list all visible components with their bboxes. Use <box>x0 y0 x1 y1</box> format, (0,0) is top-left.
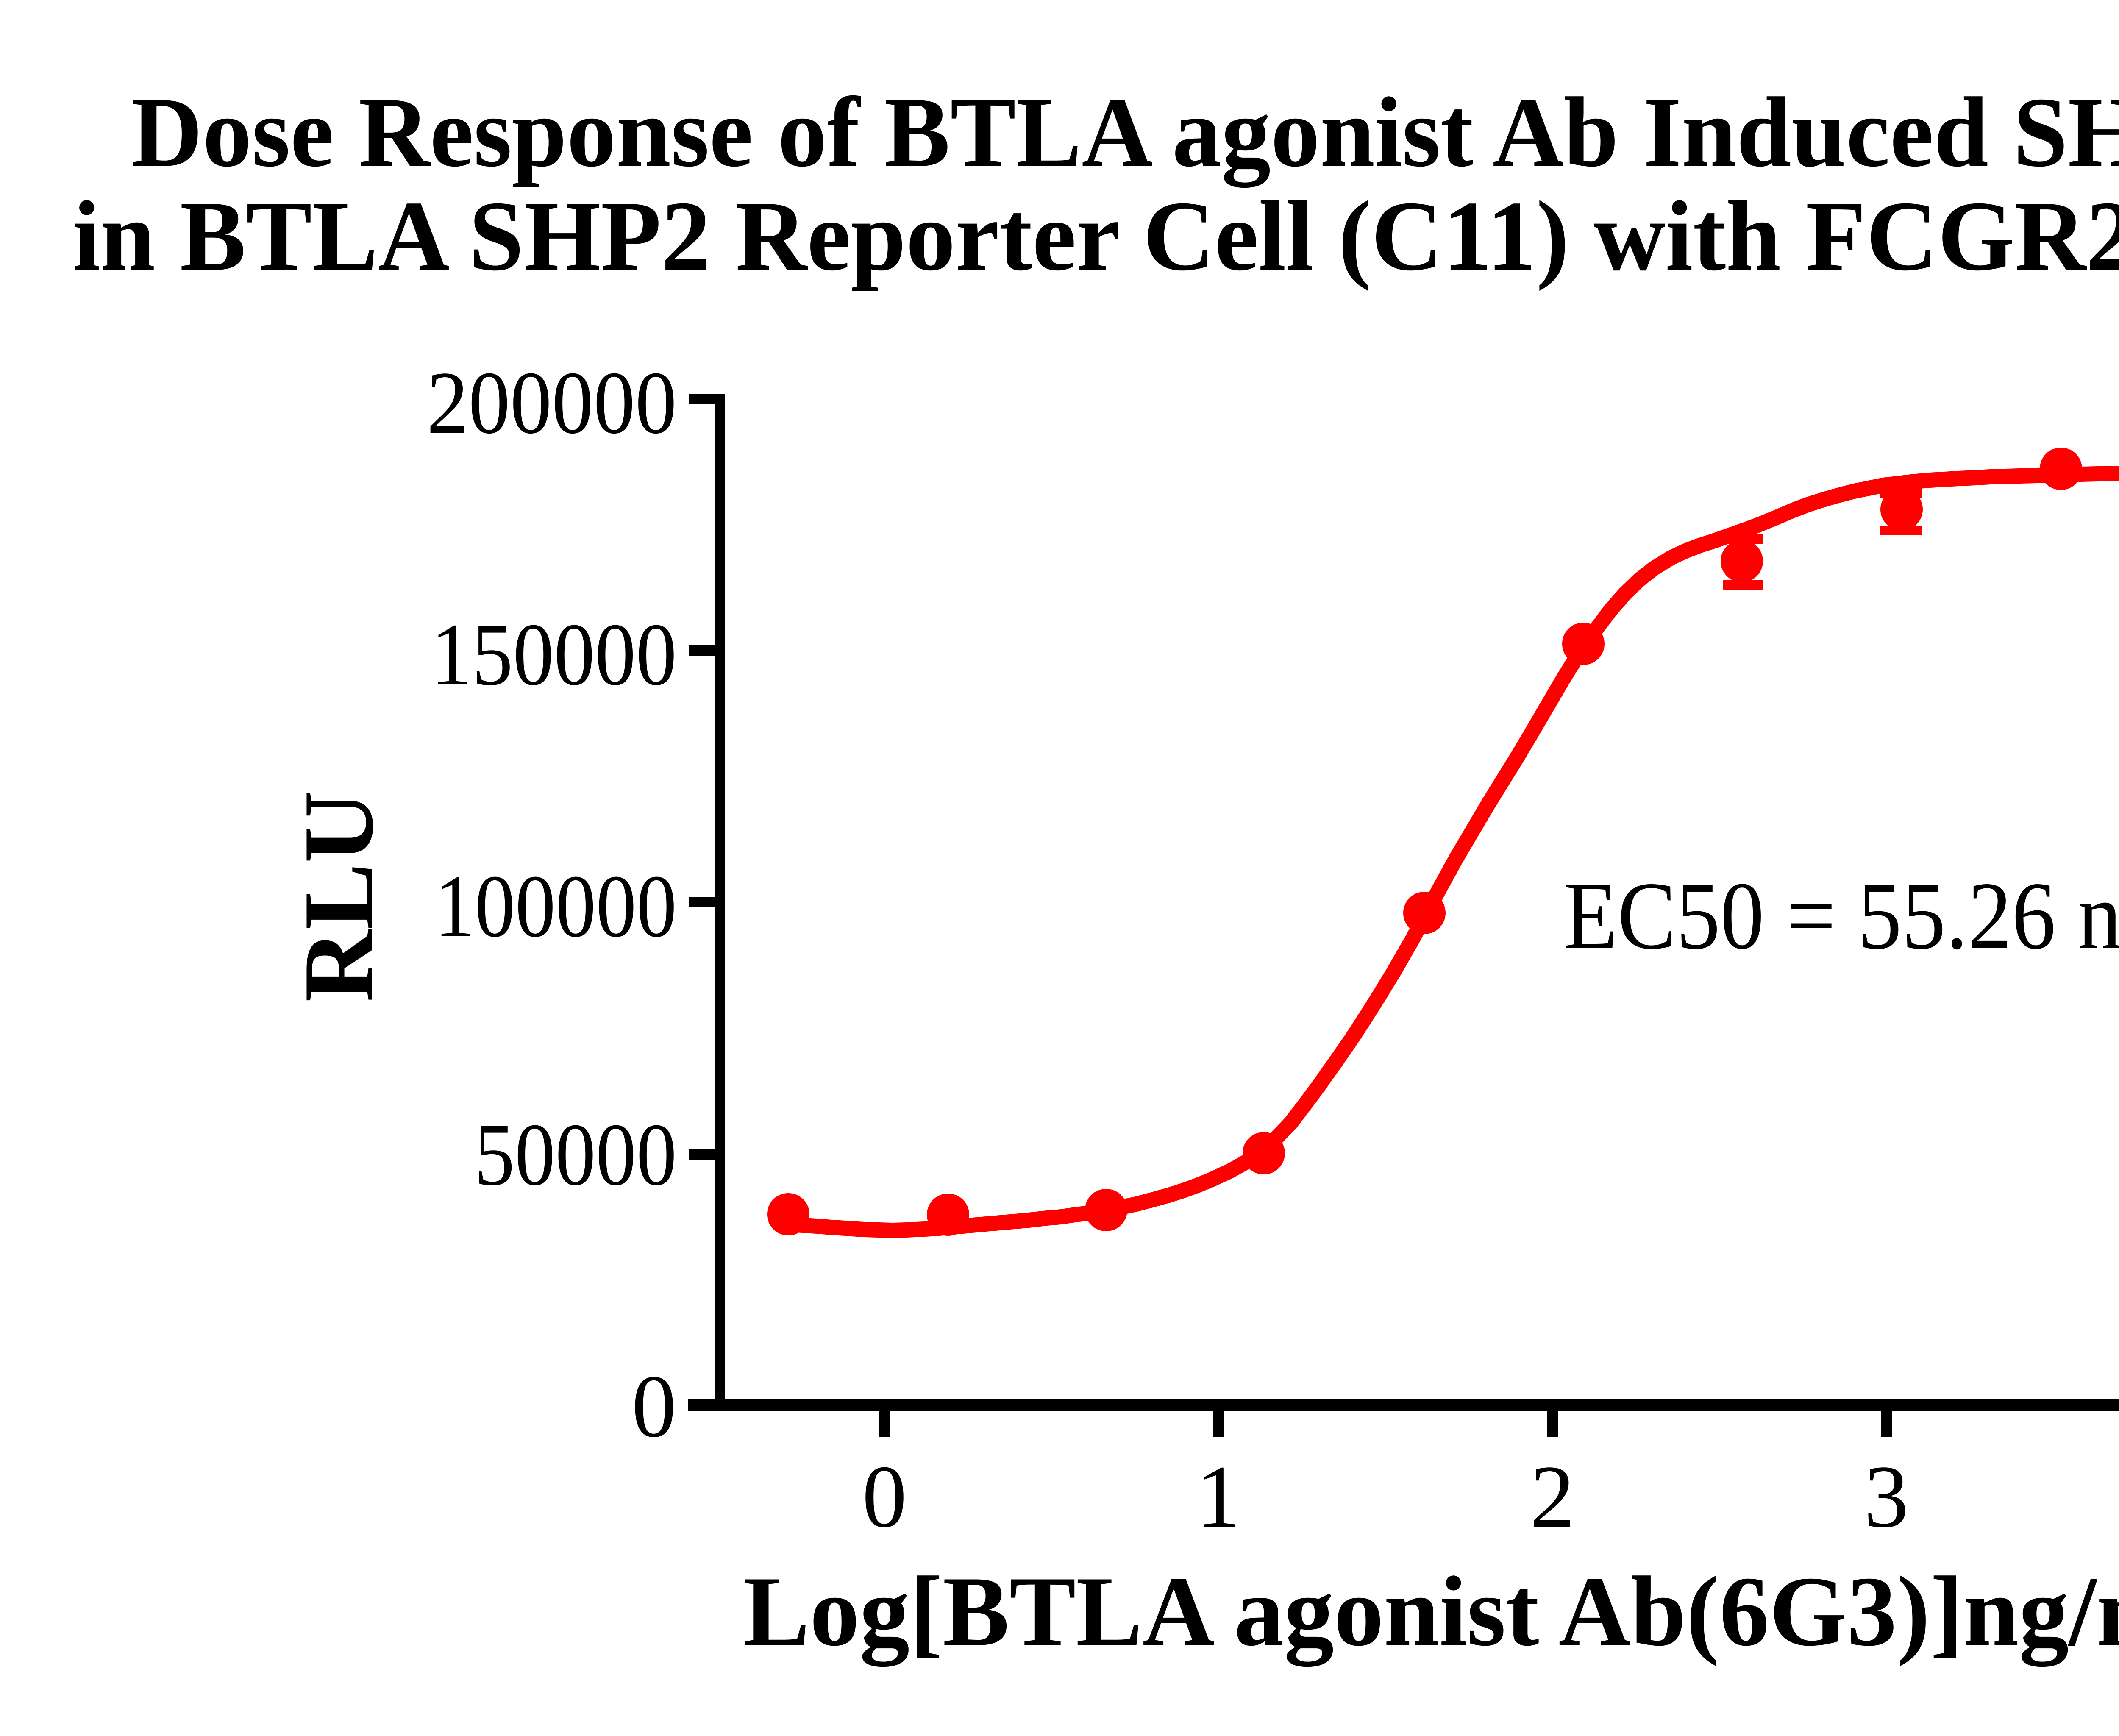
svg-text:2: 2 <box>1530 1447 1575 1546</box>
svg-text:in BTLA SHP2 Reporter Cell (C1: in BTLA SHP2 Reporter Cell (C11) with FC… <box>73 181 2119 292</box>
svg-text:1: 1 <box>1196 1447 1241 1546</box>
svg-text:200000: 200000 <box>427 353 677 452</box>
svg-text:3: 3 <box>1864 1447 1909 1546</box>
svg-text:Log[BTLA agonist Ab(6G3)]ng/ml: Log[BTLA agonist Ab(6G3)]ng/ml <box>743 1556 2119 1667</box>
svg-text:RLU: RLU <box>284 791 394 1002</box>
svg-text:0: 0 <box>862 1447 907 1546</box>
svg-text:0: 0 <box>632 1357 677 1456</box>
svg-text:50000: 50000 <box>474 1105 677 1204</box>
svg-text:Dose Response of BTLA agonist: Dose Response of BTLA agonist Ab Induced… <box>131 77 2119 188</box>
svg-text:100000: 100000 <box>434 857 677 956</box>
svg-text:150000: 150000 <box>431 605 677 704</box>
svg-text:EC50 = 55.26 ng/ml: EC50 = 55.26 ng/ml <box>1564 862 2119 969</box>
